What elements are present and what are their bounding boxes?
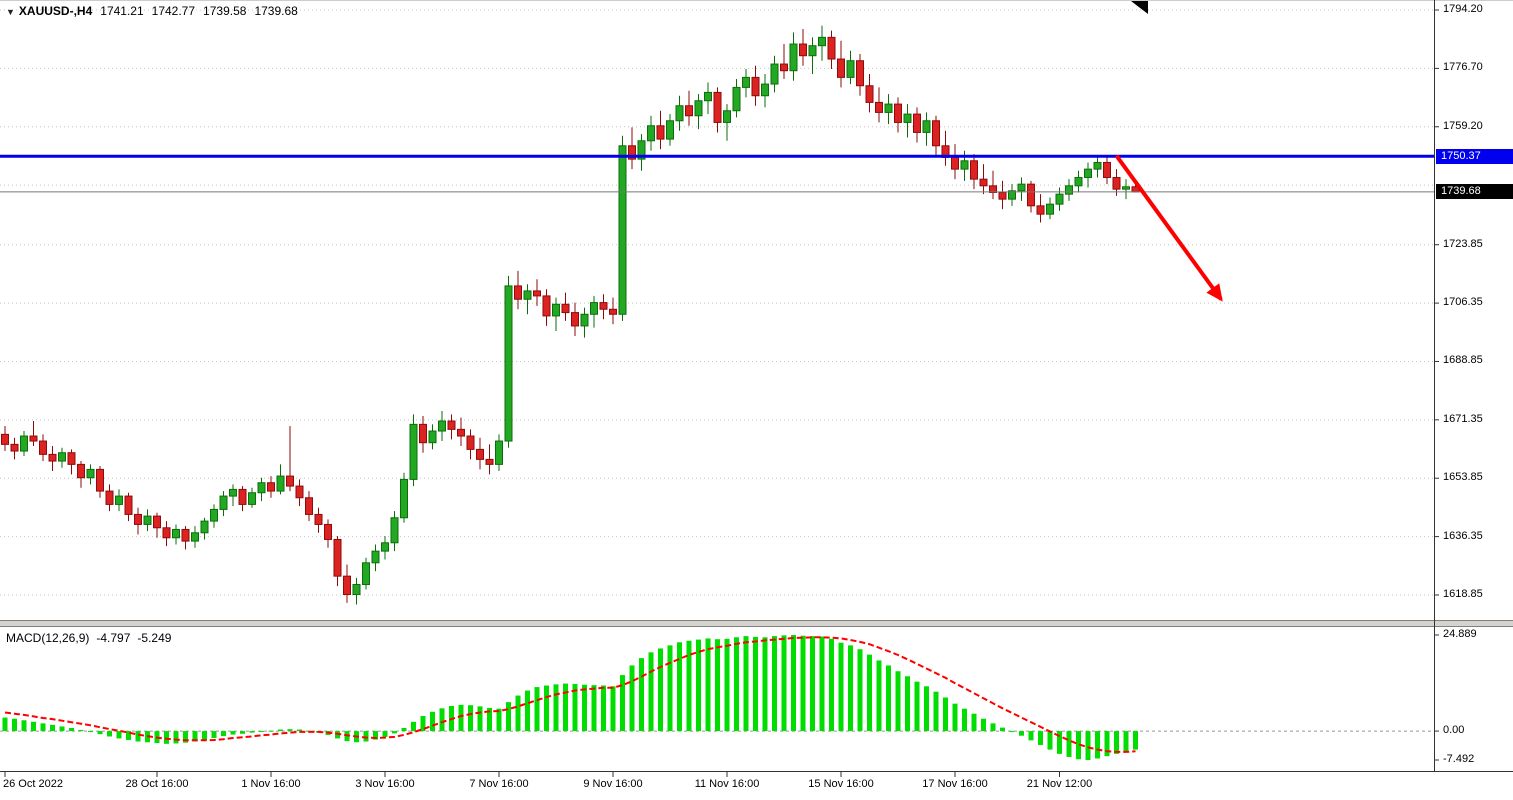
- ohlc-info: ▼ XAUUSD-,H4 1741.21 1742.77 1739.58 1739.68: [6, 4, 298, 18]
- price-axis-label: 1723.85: [1443, 237, 1483, 250]
- low-value: 1739.58: [203, 4, 247, 18]
- axis-ticks: [4, 9, 1439, 777]
- resistance-price-badge: 1750.37: [1436, 148, 1513, 164]
- price-axis-label: 1759.20: [1443, 119, 1483, 132]
- symbol-collapse-icon[interactable]: ▼: [6, 7, 15, 17]
- price-axis-label: 1671.35: [1443, 412, 1483, 425]
- macd-histogram: [2, 635, 1138, 760]
- price-axis-label: 1688.85: [1443, 354, 1483, 367]
- price-axis-label: 1618.85: [1443, 588, 1483, 600]
- high-value: 1742.77: [151, 4, 196, 18]
- time-axis-label: 17 Nov 16:00: [922, 778, 988, 790]
- macd-axis-label: 24.889: [1443, 628, 1477, 640]
- time-axis-label: 9 Nov 16:00: [583, 778, 643, 790]
- bid-price-badge: 1739.68: [1436, 184, 1513, 200]
- symbol-period-label: XAUUSD-,H4: [18, 4, 93, 18]
- time-axis-label: 7 Nov 16:00: [469, 778, 529, 790]
- price-axis-label: 1653.85: [1443, 471, 1483, 484]
- chart-borders: [0, 0, 1513, 772]
- price-axis-label: 1636.35: [1443, 529, 1483, 542]
- panel-separator: [0, 620, 1513, 627]
- macd-signal-line: [4, 636, 1136, 753]
- macd-indicator-info: MACD(12,26,9) -4.797 -5.249: [6, 631, 171, 645]
- macd-signal-value: -5.249: [137, 631, 172, 645]
- macd-name-label: MACD(12,26,9): [6, 631, 90, 645]
- price-axis-label: 1776.70: [1443, 61, 1483, 74]
- time-axis-label: 28 Oct 16:00: [125, 778, 189, 790]
- candlestick-series: [1, 25, 1140, 605]
- chart-shift-marker[interactable]: [1131, 1, 1148, 14]
- time-axis-label: 1 Nov 16:00: [241, 778, 301, 790]
- close-value: 1739.68: [254, 4, 298, 18]
- time-axis-label: 11 Nov 16:00: [694, 778, 760, 790]
- trend-arrow[interactable]: [1114, 154, 1223, 302]
- time-axis-label: 3 Nov 16:00: [355, 778, 415, 790]
- time-axis-label: 21 Nov 12:00: [1026, 778, 1093, 790]
- macd-axis-label: 0.00: [1443, 724, 1465, 737]
- time-axis-label: 26 Oct 2022: [3, 778, 63, 790]
- time-axis-label: 15 Nov 16:00: [808, 778, 874, 790]
- price-axis-label: 1794.20: [1443, 3, 1483, 15]
- open-value: 1741.21: [100, 4, 144, 18]
- price-axis-label: 1706.35: [1443, 296, 1483, 309]
- macd-axis-label: -7.492: [1443, 753, 1475, 765]
- macd-main-value: -4.797: [96, 631, 131, 645]
